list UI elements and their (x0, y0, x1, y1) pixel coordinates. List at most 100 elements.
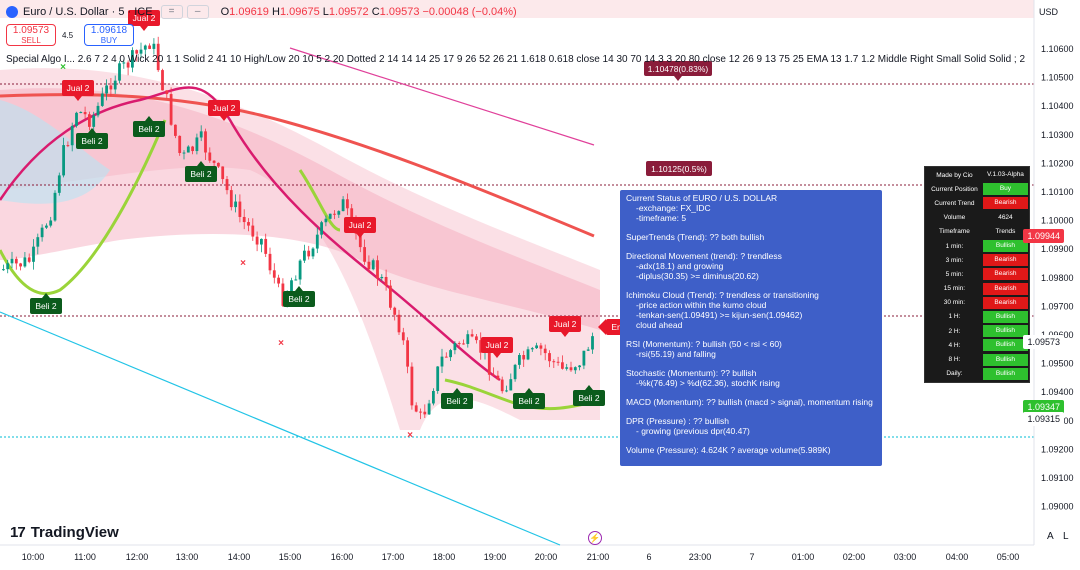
mtf-row: Current Trend Bearish (926, 196, 1028, 210)
candle-body (260, 238, 263, 245)
indicator-legend[interactable]: Special Algo I... 2.6 7 2 4 0 Wick 20 1 … (6, 54, 1026, 65)
sell-button[interactable]: 1.09573 SELL (6, 24, 56, 46)
low-price-badge: 1.09315 (1023, 412, 1064, 426)
cross-marker-icon: × (60, 62, 66, 73)
mtf-value: Bearish (982, 268, 1028, 281)
mtf-label: 3 min: (945, 256, 964, 264)
price-tick-label: 1.10000 (1041, 216, 1074, 226)
mtf-label: Current Position (931, 185, 978, 193)
price-tick-label: 1.10600 (1041, 44, 1074, 54)
price-tick-label: 1.10300 (1041, 130, 1074, 140)
candle-body (242, 216, 246, 223)
sell-price: 1.09573 (12, 25, 50, 36)
candle-body (496, 375, 500, 380)
currency-label[interactable]: USD (1038, 7, 1058, 17)
hide-indicators-button[interactable]: = (160, 5, 183, 19)
candle-body (238, 201, 242, 217)
candle-body (6, 263, 10, 270)
time-tick-label: 10:00 (22, 552, 45, 562)
symbol-flag-icon (6, 6, 18, 18)
bolt-icon[interactable]: ⚡ (588, 531, 602, 545)
candle-body (518, 355, 521, 365)
candle-body (122, 62, 126, 64)
mtf-value: Bearish (982, 296, 1028, 309)
price-tick-label: 1.10500 (1041, 73, 1074, 83)
beli-signal: Beli 2 (35, 301, 57, 311)
mtf-value: Bullish (982, 310, 1028, 323)
mtf-value: Trends (995, 227, 1016, 235)
mtf-row: 3 min: Bearish (926, 253, 1028, 267)
status-line: MACD (Momentum): ?? bullish (macd > sign… (626, 397, 873, 407)
candle-body (178, 135, 182, 153)
mtf-row: 5 min: Bearish (926, 267, 1028, 281)
status-line: DPR (Pressure) : ?? bullish (626, 416, 729, 426)
mtf-label: 4 H: (948, 341, 961, 349)
candle-body (410, 366, 414, 406)
status-line: -%k(76.49) > %d(62.36), stochK rising (636, 378, 780, 388)
candle-body (234, 201, 237, 208)
candle-body (470, 334, 474, 337)
candle-body (277, 277, 280, 284)
candle-body (380, 276, 384, 279)
candle-body (53, 192, 57, 221)
candle-body (358, 233, 362, 248)
mtf-label: 8 H: (948, 356, 961, 364)
candle-body (19, 263, 22, 267)
candle-body (363, 247, 366, 262)
top-band (0, 0, 1034, 18)
candle-body (10, 258, 14, 264)
time-tick-label: 17:00 (382, 552, 405, 562)
tradingview-wordmark: TradingView (30, 524, 119, 541)
mtf-value: Bullish (982, 240, 1028, 253)
mtf-row: 30 min: Bearish (926, 296, 1028, 310)
candle-body (449, 350, 452, 358)
candle-body (522, 355, 526, 360)
candle-body (582, 350, 586, 366)
candle-body (556, 361, 560, 363)
trend-line-upper (289, 47, 595, 146)
buy-button[interactable]: 1.09618 BUY (84, 24, 134, 46)
log-scale-button[interactable]: L (1063, 531, 1069, 542)
status-line: RSI (Momentum): ? bullish (50 < rsi < 60… (626, 339, 782, 349)
candle-body (148, 45, 151, 49)
candle-body (2, 269, 5, 271)
auto-scale-button[interactable]: A (1047, 531, 1054, 542)
status-line: SuperTrends (Trend): ?? both bullish (626, 232, 765, 242)
signal-pointer (220, 116, 228, 121)
status-line: - growing (previous dpr(40.47) (636, 426, 750, 436)
mtf-row: 2 H: Bullish (926, 324, 1028, 338)
tradingview-logo[interactable]: 17 TradingView (10, 524, 119, 541)
candle-body (75, 112, 78, 126)
signal-pointer (145, 116, 153, 121)
symbol-title[interactable]: Euro / U.S. Dollar · 5 · ICE (23, 6, 153, 18)
signal-pointer (356, 233, 364, 238)
status-line: Ichimoku Cloud (Trend): ? trendless or t… (626, 290, 819, 300)
collapse-button[interactable]: – (186, 5, 209, 19)
candle-body (290, 280, 293, 292)
candle-body (217, 162, 220, 167)
candle-body (457, 343, 461, 345)
candle-body (492, 374, 495, 376)
candle-body (530, 348, 534, 350)
candle-body (36, 237, 40, 247)
candle-body (328, 213, 332, 219)
mtf-value: Bullish (982, 353, 1028, 366)
top-level-label: 1.10478(0.83%) (648, 64, 709, 74)
beli-signal: Beli 2 (446, 396, 468, 406)
beli-signal-bg (30, 298, 62, 314)
beli-signal: Beli 2 (578, 393, 600, 403)
candle-body (208, 152, 212, 161)
candle-body (513, 364, 517, 380)
candle-body (14, 258, 18, 264)
mtf-row: 4 H: Bullish (926, 338, 1028, 352)
signal-pointer (585, 385, 593, 390)
candle-body (79, 112, 83, 114)
candle-body (169, 94, 173, 125)
candle-body (23, 257, 27, 267)
candle-body (311, 248, 315, 257)
mtf-row: 1 H: Bullish (926, 310, 1028, 324)
candle-body (315, 234, 319, 249)
price-tick-label: 1.09100 (1041, 473, 1074, 483)
mtf-row: Made by Cio V.1.03-Alpha (926, 168, 1028, 182)
